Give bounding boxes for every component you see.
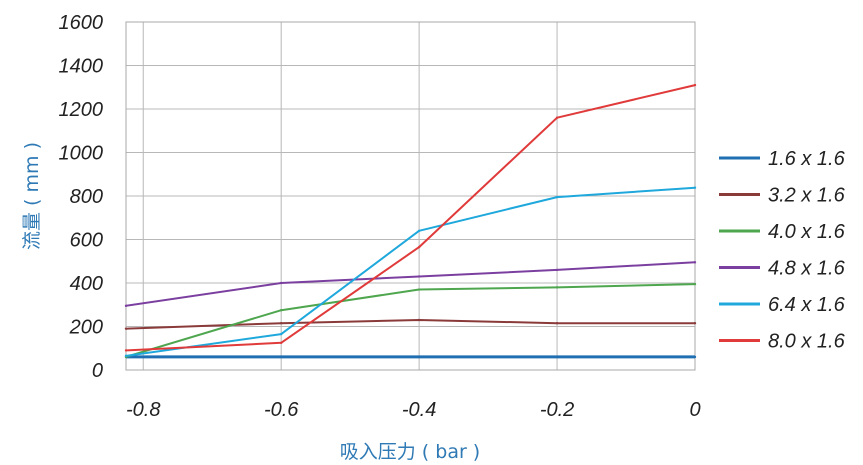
x-axis-title: 吸入压力 ( bar ) (340, 441, 480, 463)
data-point (279, 308, 283, 312)
series-line-6 (125, 84, 696, 352)
x-tick-label: -0.8 (126, 399, 160, 421)
data-point (279, 322, 283, 325)
y-tick-label: 1600 (59, 12, 104, 34)
x-tick-label: -0.6 (264, 399, 299, 421)
data-point (417, 245, 421, 249)
data-point (555, 268, 559, 272)
data-point (555, 322, 559, 325)
data-point (693, 322, 697, 325)
legend: 1.6 x 1.6 3.2 x 1.6 4.0 x 1.6 4.8 x 1.6 6.4 … (719, 148, 846, 353)
x-tick-labels: -0.8 -0.6 -0.4 -0.2 0 (126, 399, 701, 421)
legend-label: 4.8 x 1.6 (768, 258, 846, 280)
x-tick-label: 0 (689, 399, 700, 421)
data-point (417, 288, 421, 291)
data-point (693, 261, 697, 264)
data-point (417, 229, 421, 232)
data-point (279, 341, 283, 345)
data-point (124, 349, 128, 352)
data-point (279, 355, 283, 359)
y-tick-label: 600 (70, 230, 103, 252)
data-point (555, 286, 559, 289)
data-point (555, 116, 559, 119)
legend-label: 4.0 x 1.6 (768, 221, 846, 243)
gridlines (126, 21, 696, 371)
data-point (693, 186, 697, 189)
data-point (124, 327, 128, 330)
y-tick-label: 800 (70, 186, 103, 208)
plot-frame (125, 21, 696, 371)
data-point (124, 304, 128, 308)
y-tick-label: 400 (70, 273, 103, 295)
x-tick-label: -0.2 (540, 399, 574, 421)
data-point (124, 354, 128, 358)
y-tick-label: 1400 (59, 56, 104, 78)
y-tick-label: 0 (92, 360, 103, 382)
y-tick-labels: 0 200 400 600 800 1000 1200 1400 1600 (59, 12, 104, 382)
data-point (555, 355, 559, 359)
y-axis-title: 流量 ( mm ) (21, 142, 43, 250)
data-point (693, 355, 697, 359)
legend-label: 3.2 x 1.6 (768, 185, 846, 207)
legend-label: 8.0 x 1.6 (768, 331, 846, 353)
x-tick-label: -0.4 (402, 399, 436, 421)
data-point (279, 281, 283, 285)
series-line-2 (125, 319, 695, 330)
data-point (417, 355, 421, 359)
series-line-4 (125, 261, 696, 307)
y-tick-label: 200 (69, 317, 103, 339)
data-point (555, 195, 559, 199)
y-tick-label: 1000 (59, 143, 104, 165)
legend-label: 6.4 x 1.6 (768, 294, 846, 316)
data-point (417, 318, 421, 322)
data-point (279, 332, 283, 336)
legend-label: 1.6 x 1.6 (768, 148, 846, 170)
series-layer (124, 83, 697, 359)
y-tick-label: 1200 (59, 99, 104, 121)
data-point (693, 282, 697, 286)
data-point (693, 83, 697, 87)
data-point (417, 275, 421, 278)
